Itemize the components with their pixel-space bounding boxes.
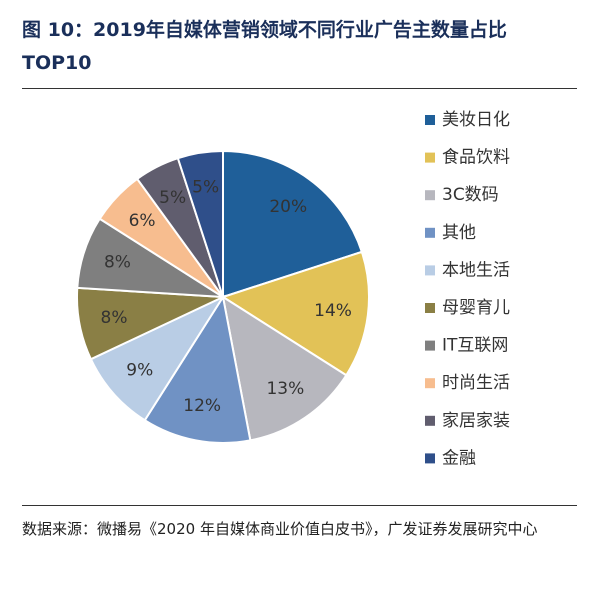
rule: [22, 505, 577, 506]
legend-swatch: [425, 190, 435, 201]
legend-label: IT互联网: [442, 336, 508, 356]
legend-swatch: [425, 115, 435, 125]
legend-swatch: [425, 453, 435, 464]
legend-label: 美妆日化: [442, 110, 510, 130]
legend-swatch: [425, 340, 435, 351]
pie-slice: [222, 149, 364, 299]
legend-swatch: [425, 415, 435, 426]
data-label: 13%: [266, 379, 304, 399]
rule: [22, 88, 577, 89]
chart-title: 图 10：2019年自媒体营销领域不同行业广告主数量占比TOP10: [22, 19, 507, 74]
data-label: 6%: [129, 211, 156, 231]
legend-label: 本地生活: [442, 260, 510, 280]
pie-slice: [89, 294, 226, 422]
legend-swatch: [425, 265, 435, 276]
data-label: 20%: [269, 197, 307, 217]
data-label: 14%: [314, 301, 352, 321]
data-label: 8%: [104, 253, 131, 273]
pie-slice: [221, 294, 348, 442]
legend-label: 3C数码: [442, 185, 499, 205]
legend-label: 母婴育儿: [442, 298, 510, 318]
data-label: 5%: [159, 188, 186, 208]
pie-slice: [176, 149, 224, 298]
data-label: 5%: [192, 177, 219, 197]
source: 数据来源：微播易《2020 年自媒体商业价值白皮书》，广发证券发展研究中心: [22, 520, 538, 538]
data-label: 12%: [183, 396, 221, 416]
legend-label: 时尚生活: [442, 373, 510, 393]
legend-swatch: [425, 303, 435, 313]
legend-swatch: [425, 152, 435, 163]
data-label: 9%: [126, 360, 153, 380]
legend-label: 家居家装: [442, 411, 510, 431]
pie-slice: [220, 250, 370, 377]
data-label: 8%: [101, 308, 128, 328]
legend-label: 金融: [442, 448, 476, 468]
legend-swatch: [425, 227, 435, 238]
pie-slice: [143, 294, 252, 444]
legend-label: 其他: [442, 223, 476, 243]
legend-label: 食品饮料: [442, 148, 510, 168]
legend-swatch: [425, 378, 435, 389]
